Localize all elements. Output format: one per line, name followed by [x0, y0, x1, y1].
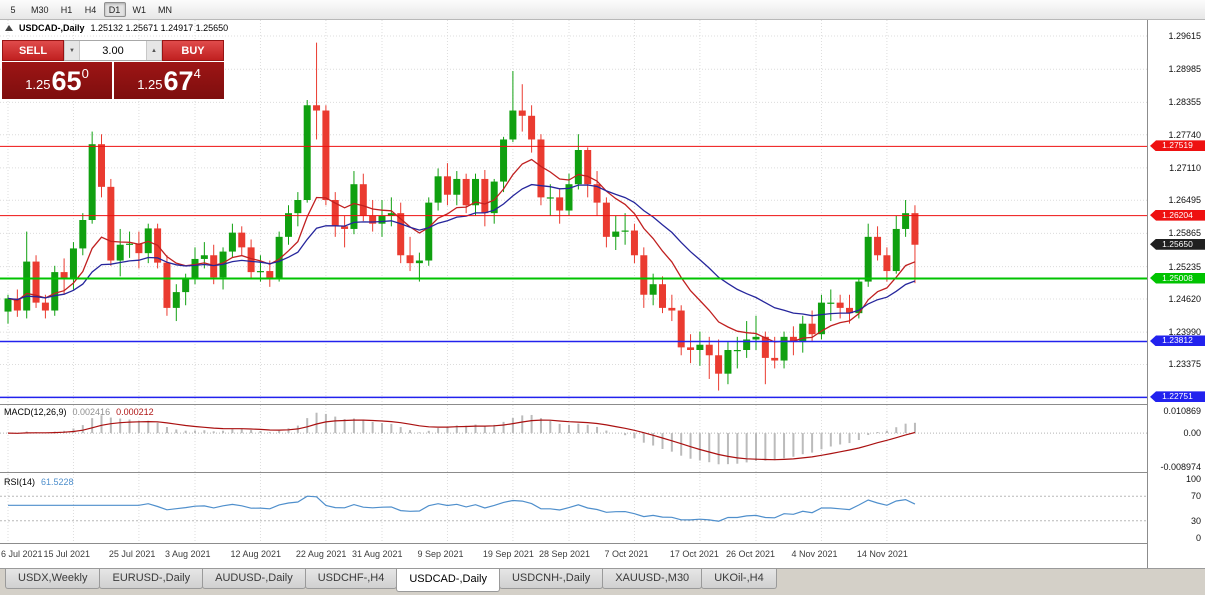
date-label: 15 Jul 2021 [43, 549, 90, 559]
buy-price-pips: 67 [163, 66, 194, 97]
price-tick-label: 30 [1190, 515, 1201, 526]
price-tick-label: 1.25865 [1168, 228, 1201, 239]
price-tick-label: 1.23375 [1168, 359, 1201, 370]
timeframe-button-d1[interactable]: D1 [103, 2, 126, 17]
buy-price-point: 4 [193, 66, 201, 81]
date-label: 3 Aug 2021 [165, 549, 211, 559]
price-line-badge: 1.23812 [1150, 335, 1205, 347]
current-price-badge: 1.25650 [1150, 238, 1205, 250]
price-tick-label: 1.23990 [1168, 327, 1201, 338]
date-label: 4 Nov 2021 [791, 549, 838, 559]
price-tick-label: 0 [1195, 533, 1201, 543]
panel-divider[interactable] [0, 543, 1205, 544]
sell-button[interactable]: SELL [2, 40, 64, 61]
timeframe-button-h4[interactable]: H4 [84, 4, 97, 15]
volume-spinner [64, 40, 162, 61]
date-label: 14 Nov 2021 [856, 549, 908, 559]
timeframe-toolbar: 5 M30 H1 H4 D1 W1 MN [0, 0, 1205, 20]
rsi-indicator-label: RSI(14) 61.5228 [4, 477, 74, 487]
tab-usdcnh-daily[interactable]: USDCNH-,Daily [498, 569, 604, 589]
price-tick-label: 0.00 [1183, 428, 1201, 439]
chart-window[interactable]: USDCAD-,Daily 1.25132 1.25671 1.24917 1.… [0, 20, 1205, 568]
tab-usdchf-h4[interactable]: USDCHF-,H4 [304, 569, 398, 589]
price-tick-label: 1.26495 [1168, 195, 1201, 206]
price-tick-label: 1.29615 [1168, 31, 1201, 42]
tab-usdcad-daily[interactable]: USDCAD-,Daily [396, 569, 500, 592]
macd-name: MACD(12,26,9) [4, 407, 67, 417]
macd-indicator-label: MACD(12,26,9) 0.002416 0.000212 [4, 407, 154, 417]
candles-layer [4, 42, 919, 391]
buy-price-display[interactable]: 1.25 67 4 [114, 62, 224, 99]
panel-divider[interactable] [0, 472, 1205, 473]
chart-symbol-label: USDCAD-,Daily [19, 23, 85, 33]
time-axis[interactable]: 6 Jul 2021 15 Jul 2021 25 Jul 2021 3 Aug 20… [0, 544, 1147, 568]
macd-main-value: 0.002416 [72, 407, 111, 417]
price-tick-label: 70 [1190, 491, 1201, 502]
sell-price-base: 1.25 [25, 77, 51, 92]
date-label: 9 Sep 2021 [417, 549, 464, 559]
main-chart-canvas[interactable] [0, 20, 1147, 403]
volume-input[interactable] [80, 41, 146, 60]
tab-eurusd-daily[interactable]: EURUSD-,Daily [99, 569, 204, 589]
chart-title: USDCAD-,Daily 1.25132 1.25671 1.24917 1.… [5, 23, 228, 33]
timeframe-button-m30[interactable]: M30 [31, 4, 49, 15]
timeframe-button-w1[interactable]: W1 [132, 4, 147, 15]
price-tick-label: 1.28355 [1168, 97, 1201, 108]
date-label: 17 Oct 2021 [669, 549, 719, 559]
price-tick-label: 1.27740 [1168, 129, 1201, 140]
date-label: 25 Jul 2021 [108, 549, 156, 559]
volume-increase-button[interactable] [146, 41, 162, 60]
rsi-line [8, 495, 916, 522]
date-label: 6 Jul 2021 [1, 549, 43, 559]
tab-xauusd-m30[interactable]: XAUUSD-,M30 [602, 569, 703, 589]
date-label: 31 Aug 2021 [352, 549, 403, 559]
date-label: 22 Aug 2021 [295, 549, 347, 559]
price-line-badge: 1.27519 [1150, 140, 1205, 152]
price-tick-label: 0.010869 [1163, 406, 1201, 416]
volume-decrease-button[interactable] [64, 41, 80, 60]
rsi-indicator-canvas[interactable] [0, 474, 1147, 543]
tab-usdx-weekly[interactable]: USDX,Weekly [5, 569, 101, 589]
date-label: 26 Oct 2021 [726, 549, 776, 559]
price-tick-label: 100 [1185, 474, 1201, 484]
sell-price-display[interactable]: 1.25 65 0 [2, 62, 112, 99]
macd-signal-value: 0.000212 [116, 407, 154, 417]
price-tick-label: -0.008974 [1160, 462, 1201, 472]
panel-divider[interactable] [0, 404, 1205, 405]
rsi-value: 61.5228 [41, 477, 74, 487]
date-label: 28 Sep 2021 [539, 549, 591, 559]
tab-ukoil-h4[interactable]: UKOil-,H4 [701, 569, 777, 589]
macd-signal-line [7, 419, 916, 461]
buy-price-base: 1.25 [137, 77, 163, 92]
date-label: 7 Oct 2021 [604, 549, 649, 559]
date-label: 12 Aug 2021 [230, 549, 281, 559]
price-axis[interactable]: 1.29615 1.28985 1.28355 1.27740 1.27110 1.264… [1147, 20, 1205, 568]
one-click-toggle-icon[interactable] [5, 25, 13, 31]
price-line-badge: 1.26204 [1150, 209, 1205, 221]
rsi-name: RSI(14) [4, 477, 36, 487]
price-tick-label: 1.28985 [1168, 64, 1201, 75]
macd-histogram [16, 412, 916, 465]
sell-price-pips: 65 [51, 66, 82, 97]
horizontal-lines-layer [0, 145, 1147, 399]
price-tick-label: 1.27110 [1169, 162, 1201, 173]
buy-button[interactable]: BUY [162, 40, 224, 61]
timeframe-button-5[interactable]: 5 [10, 4, 16, 15]
timeframe-button-h1[interactable]: H1 [60, 4, 73, 15]
tab-audusd-daily[interactable]: AUDUSD-,Daily [202, 569, 306, 589]
sell-price-point: 0 [81, 66, 89, 81]
macd-indicator-canvas[interactable] [0, 405, 1147, 472]
price-line-badge: 1.22751 [1150, 391, 1205, 403]
date-label: 19 Sep 2021 [482, 549, 534, 559]
moving-averages-layer [7, 158, 916, 343]
price-tick-label: 1.25235 [1168, 261, 1201, 272]
price-tick-label: 1.24620 [1168, 293, 1201, 304]
chart-tabs-bar: USDX,Weekly EURUSD-,Daily AUDUSD-,Daily USD… [0, 568, 1205, 595]
timeframe-button-mn[interactable]: MN [158, 4, 173, 15]
price-line-badge: 1.25008 [1150, 272, 1205, 284]
chart-ohlc-values: 1.25132 1.25671 1.24917 1.25650 [90, 23, 229, 33]
